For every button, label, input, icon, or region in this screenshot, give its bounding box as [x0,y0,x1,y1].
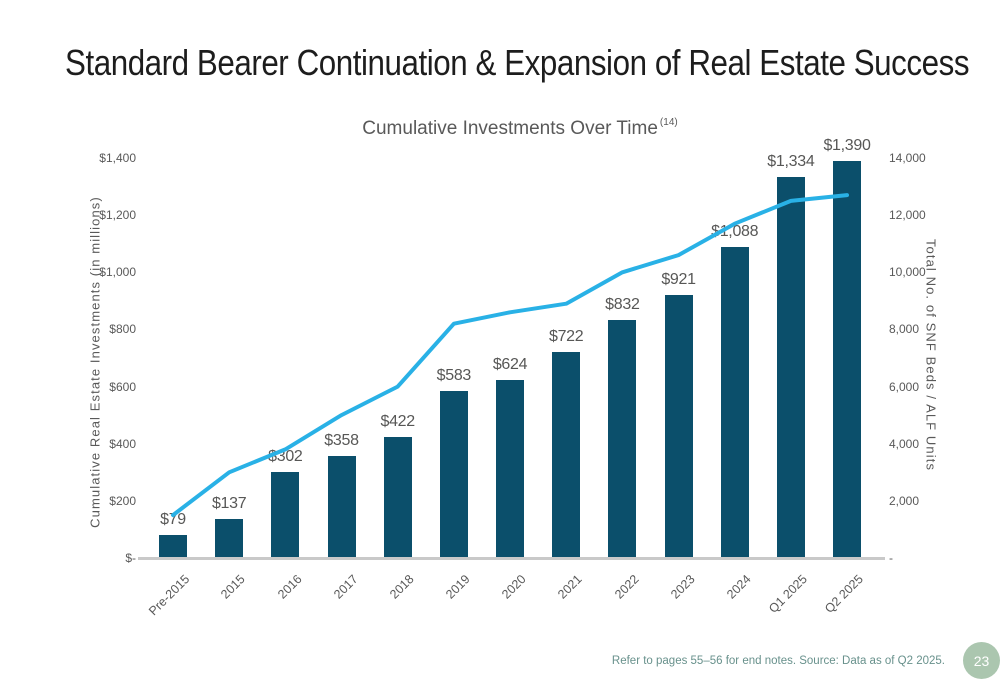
x-axis-line [138,557,885,560]
y-axis-tick-left: $600 [109,379,136,394]
bar-value-label: $1,088 [711,223,759,241]
bar-value-label: $624 [492,355,528,373]
bar-value-label: $1,390 [823,136,871,154]
bar-value-label: $832 [605,296,640,314]
y-axis-tick-left: $200 [109,493,136,508]
bar [776,176,805,558]
y-axis-tick-right: 4,000 [889,436,920,451]
bar [159,535,187,558]
y-axis-tick-left: $1,000 [99,265,136,280]
bar [327,455,356,558]
y-axis-tick-right: 6,000 [889,379,920,394]
y-axis-tick-left: $800 [109,322,136,337]
bar [552,351,581,558]
snf-beds-line [171,193,849,518]
footer-note: Refer to pages 55–56 for end notes. Sour… [611,655,945,667]
bar-value-label: $583 [436,367,472,385]
bar-value-label: $1,334 [767,152,815,170]
y-axis-tick-right: 14,000 [889,151,926,165]
chart-title: Cumulative Investments Over Time (14) [20,116,1000,140]
bar [496,379,525,558]
bar [720,247,749,558]
bar-value-label: $137 [211,494,247,512]
bar-value-label: $722 [548,327,584,345]
slide-title: Standard Bearer Continuation & Expansion… [65,42,970,83]
y-axis-tick-right: - [889,551,893,565]
bar-value-label: $422 [380,413,415,431]
y-axis-tick-right: 10,000 [889,265,926,280]
bar [439,391,468,558]
y-axis-tick-left: $400 [109,436,136,451]
chart-title-footnote: (14) [659,116,678,128]
chart-title-text: Cumulative Investments Over Time [362,118,658,139]
bar-value-label: $79 [160,511,186,529]
y-axis-tick-right: 2,000 [889,493,920,508]
y-axis-tick-left: $1,400 [99,151,136,165]
bar [608,320,637,558]
bar [833,160,862,558]
y-axis-tick-right: 12,000 [889,208,926,223]
y-axis-tick-left: $1,200 [99,208,136,223]
y-axis-tick-left: $- [125,551,136,565]
bar [383,437,412,558]
bar [664,294,693,558]
bar [271,471,300,558]
bar-value-label: $358 [324,431,359,449]
page-number-badge: 23 [963,642,1000,679]
y-axis-tick-right: 8,000 [889,322,920,337]
bar [215,518,244,558]
bar-value-label: $921 [661,270,696,288]
